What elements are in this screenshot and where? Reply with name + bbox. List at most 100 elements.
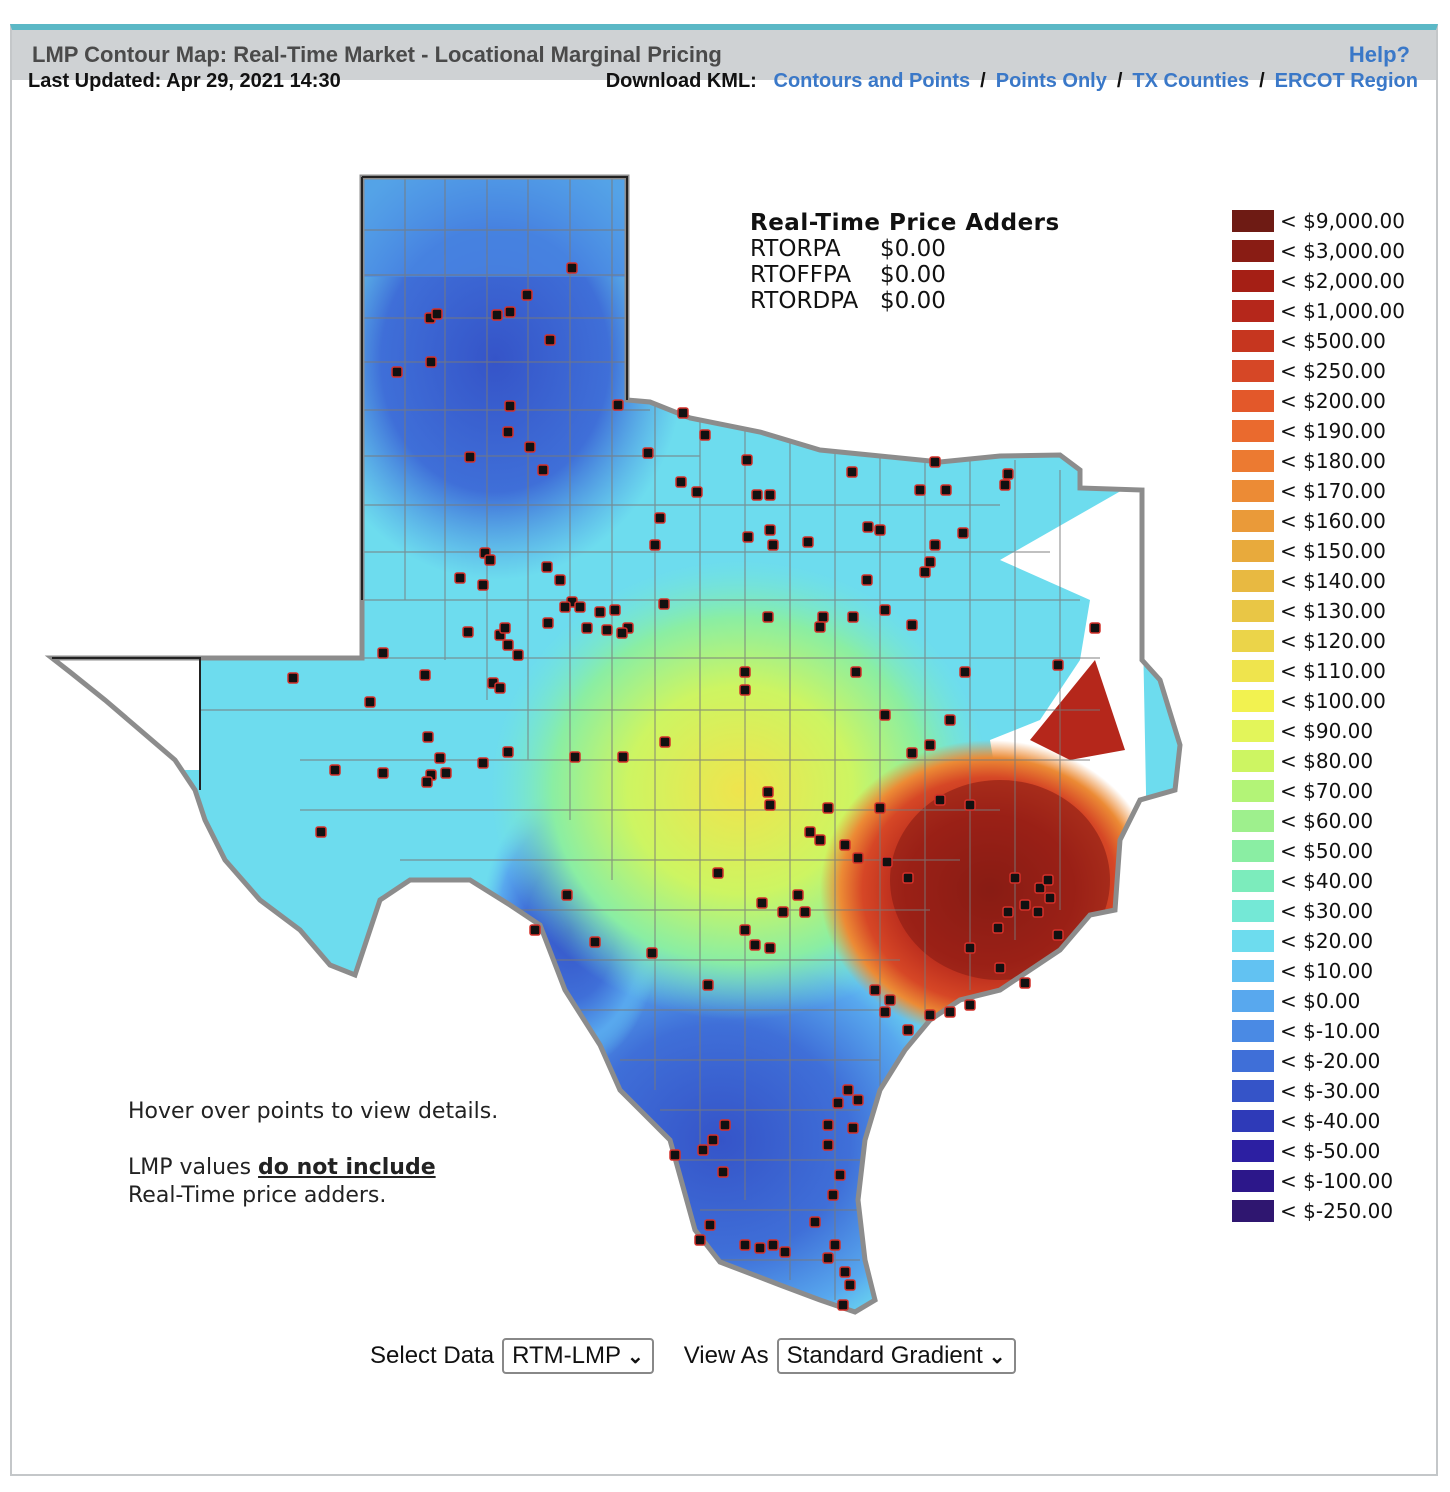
settlement-point-marker[interactable] bbox=[594, 606, 606, 618]
settlement-point-marker[interactable] bbox=[1019, 977, 1031, 989]
settlement-point-marker[interactable] bbox=[502, 639, 514, 651]
settlement-point-marker[interactable] bbox=[994, 962, 1006, 974]
kml-tx-counties-link[interactable]: TX Counties bbox=[1132, 70, 1250, 92]
settlement-point-marker[interactable] bbox=[707, 1134, 719, 1146]
settlement-point-marker[interactable] bbox=[491, 309, 503, 321]
settlement-point-marker[interactable] bbox=[1089, 622, 1101, 634]
settlement-point-marker[interactable] bbox=[879, 709, 891, 721]
settlement-point-marker[interactable] bbox=[814, 621, 826, 633]
settlement-point-marker[interactable] bbox=[419, 669, 431, 681]
settlement-point-marker[interactable] bbox=[844, 1279, 856, 1291]
settlement-point-marker[interactable] bbox=[712, 867, 724, 879]
settlement-point-marker[interactable] bbox=[601, 624, 613, 636]
settlement-point-marker[interactable] bbox=[929, 539, 941, 551]
settlement-point-marker[interactable] bbox=[764, 942, 776, 954]
settlement-point-marker[interactable] bbox=[874, 802, 886, 814]
settlement-point-marker[interactable] bbox=[762, 786, 774, 798]
settlement-point-marker[interactable] bbox=[502, 746, 514, 758]
settlement-point-marker[interactable] bbox=[847, 1122, 859, 1134]
settlement-point-marker[interactable] bbox=[377, 767, 389, 779]
settlement-point-marker[interactable] bbox=[914, 484, 926, 496]
settlement-point-marker[interactable] bbox=[919, 566, 931, 578]
settlement-point-marker[interactable] bbox=[654, 512, 666, 524]
settlement-point-marker[interactable] bbox=[422, 731, 434, 743]
settlement-point-marker[interactable] bbox=[694, 1234, 706, 1246]
settlement-point-marker[interactable] bbox=[767, 1239, 779, 1251]
settlement-point-marker[interactable] bbox=[504, 306, 516, 318]
settlement-point-marker[interactable] bbox=[504, 400, 516, 412]
settlement-point-marker[interactable] bbox=[659, 736, 671, 748]
settlement-point-marker[interactable] bbox=[529, 924, 541, 936]
select-data-dropdown[interactable]: RTM-LMP ⌄ bbox=[502, 1338, 654, 1374]
settlement-point-marker[interactable] bbox=[902, 1024, 914, 1036]
settlement-point-marker[interactable] bbox=[767, 539, 779, 551]
settlement-point-marker[interactable] bbox=[879, 604, 891, 616]
settlement-point-marker[interactable] bbox=[677, 407, 689, 419]
settlement-point-marker[interactable] bbox=[762, 611, 774, 623]
settlement-point-marker[interactable] bbox=[964, 942, 976, 954]
settlement-point-marker[interactable] bbox=[742, 531, 754, 543]
settlement-point-marker[interactable] bbox=[642, 447, 654, 459]
settlement-point-marker[interactable] bbox=[944, 714, 956, 726]
settlement-point-marker[interactable] bbox=[561, 889, 573, 901]
settlement-point-marker[interactable] bbox=[739, 924, 751, 936]
settlement-point-marker[interactable] bbox=[431, 308, 443, 320]
settlement-point-marker[interactable] bbox=[862, 521, 874, 533]
settlement-point-marker[interactable] bbox=[957, 527, 969, 539]
kml-contours-and-points-link[interactable]: Contours and Points bbox=[773, 70, 971, 92]
settlement-point-marker[interactable] bbox=[817, 611, 829, 623]
settlement-point-marker[interactable] bbox=[741, 454, 753, 466]
kml-points-only-link[interactable]: Points Only bbox=[995, 70, 1107, 92]
settlement-point-marker[interactable] bbox=[554, 574, 566, 586]
settlement-point-marker[interactable] bbox=[739, 684, 751, 696]
settlement-point-marker[interactable] bbox=[494, 682, 506, 694]
settlement-point-marker[interactable] bbox=[739, 1239, 751, 1251]
settlement-point-marker[interactable] bbox=[364, 696, 376, 708]
settlement-point-marker[interactable] bbox=[837, 1299, 849, 1311]
settlement-point-marker[interactable] bbox=[799, 906, 811, 918]
settlement-point-marker[interactable] bbox=[434, 752, 446, 764]
settlement-point-marker[interactable] bbox=[1002, 906, 1014, 918]
settlement-point-marker[interactable] bbox=[822, 802, 834, 814]
settlement-point-marker[interactable] bbox=[646, 947, 658, 959]
settlement-point-marker[interactable] bbox=[612, 399, 624, 411]
settlement-point-marker[interactable] bbox=[839, 839, 851, 851]
settlement-point-marker[interactable] bbox=[559, 601, 571, 613]
settlement-point-marker[interactable] bbox=[1042, 874, 1054, 886]
settlement-point-marker[interactable] bbox=[881, 856, 893, 868]
settlement-point-marker[interactable] bbox=[669, 1149, 681, 1161]
settlement-point-marker[interactable] bbox=[1032, 906, 1044, 918]
settlement-point-marker[interactable] bbox=[697, 1144, 709, 1156]
settlement-point-marker[interactable] bbox=[702, 979, 714, 991]
settlement-point-marker[interactable] bbox=[315, 826, 327, 838]
settlement-point-marker[interactable] bbox=[992, 922, 1004, 934]
kml-ercot-region-link[interactable]: ERCOT Region bbox=[1274, 70, 1418, 92]
settlement-point-marker[interactable] bbox=[581, 622, 593, 634]
settlement-point-marker[interactable] bbox=[391, 366, 403, 378]
settlement-point-marker[interactable] bbox=[425, 356, 437, 368]
settlement-point-marker[interactable] bbox=[964, 999, 976, 1011]
settlement-point-marker[interactable] bbox=[934, 794, 946, 806]
settlement-point-marker[interactable] bbox=[777, 906, 789, 918]
settlement-point-marker[interactable] bbox=[329, 764, 341, 776]
settlement-point-marker[interactable] bbox=[929, 456, 941, 468]
settlement-point-marker[interactable] bbox=[944, 1006, 956, 1018]
settlement-point-marker[interactable] bbox=[421, 776, 433, 788]
settlement-point-marker[interactable] bbox=[1009, 872, 1021, 884]
settlement-point-marker[interactable] bbox=[924, 556, 936, 568]
settlement-point-marker[interactable] bbox=[839, 1266, 851, 1278]
settlement-point-marker[interactable] bbox=[779, 1246, 791, 1258]
settlement-point-marker[interactable] bbox=[959, 666, 971, 678]
settlement-point-marker[interactable] bbox=[477, 579, 489, 591]
settlement-point-marker[interactable] bbox=[834, 1169, 846, 1181]
settlement-point-marker[interactable] bbox=[542, 617, 554, 629]
settlement-point-marker[interactable] bbox=[822, 1252, 834, 1264]
settlement-point-marker[interactable] bbox=[842, 1084, 854, 1096]
settlement-point-marker[interactable] bbox=[616, 627, 628, 639]
view-as-dropdown[interactable]: Standard Gradient ⌄ bbox=[776, 1338, 1016, 1374]
settlement-point-marker[interactable] bbox=[717, 1166, 729, 1178]
settlement-point-marker[interactable] bbox=[609, 604, 621, 616]
settlement-point-marker[interactable] bbox=[832, 1097, 844, 1109]
settlement-point-marker[interactable] bbox=[822, 1139, 834, 1151]
settlement-point-marker[interactable] bbox=[1052, 929, 1064, 941]
